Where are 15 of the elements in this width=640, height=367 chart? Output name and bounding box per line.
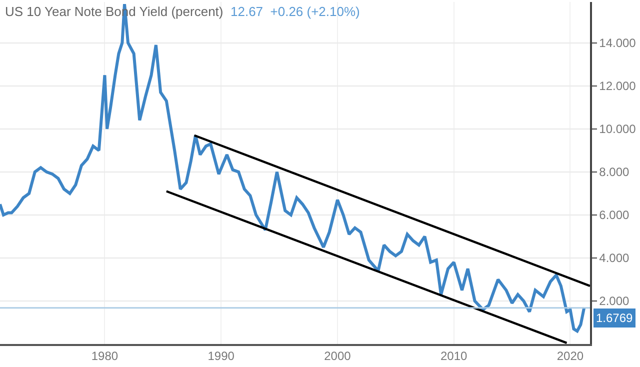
x-tick-label: 2000: [324, 349, 352, 364]
x-tick-label: 2010: [440, 349, 468, 364]
y-tick-label: 6.000: [599, 208, 630, 222]
y-tick-label: 12.000: [599, 79, 636, 94]
ref-line-label: 1.6769: [596, 311, 634, 325]
y-tick-label: 2.000: [599, 294, 630, 308]
y-tick-label: 14.000: [599, 36, 636, 50]
chart-subtitle: 12.67 +0.26 (+2.10%): [230, 4, 360, 19]
x-tick-label: 1980: [91, 349, 118, 364]
y-tick-label: 8.000: [599, 165, 630, 180]
x-tick-label: 2020: [556, 349, 584, 364]
y-tick-label: 10.000: [599, 122, 636, 136]
y-tick-label: 4.000: [599, 251, 630, 266]
line-series: [0, 2, 586, 333]
x-tick-label: 1990: [208, 349, 235, 364]
